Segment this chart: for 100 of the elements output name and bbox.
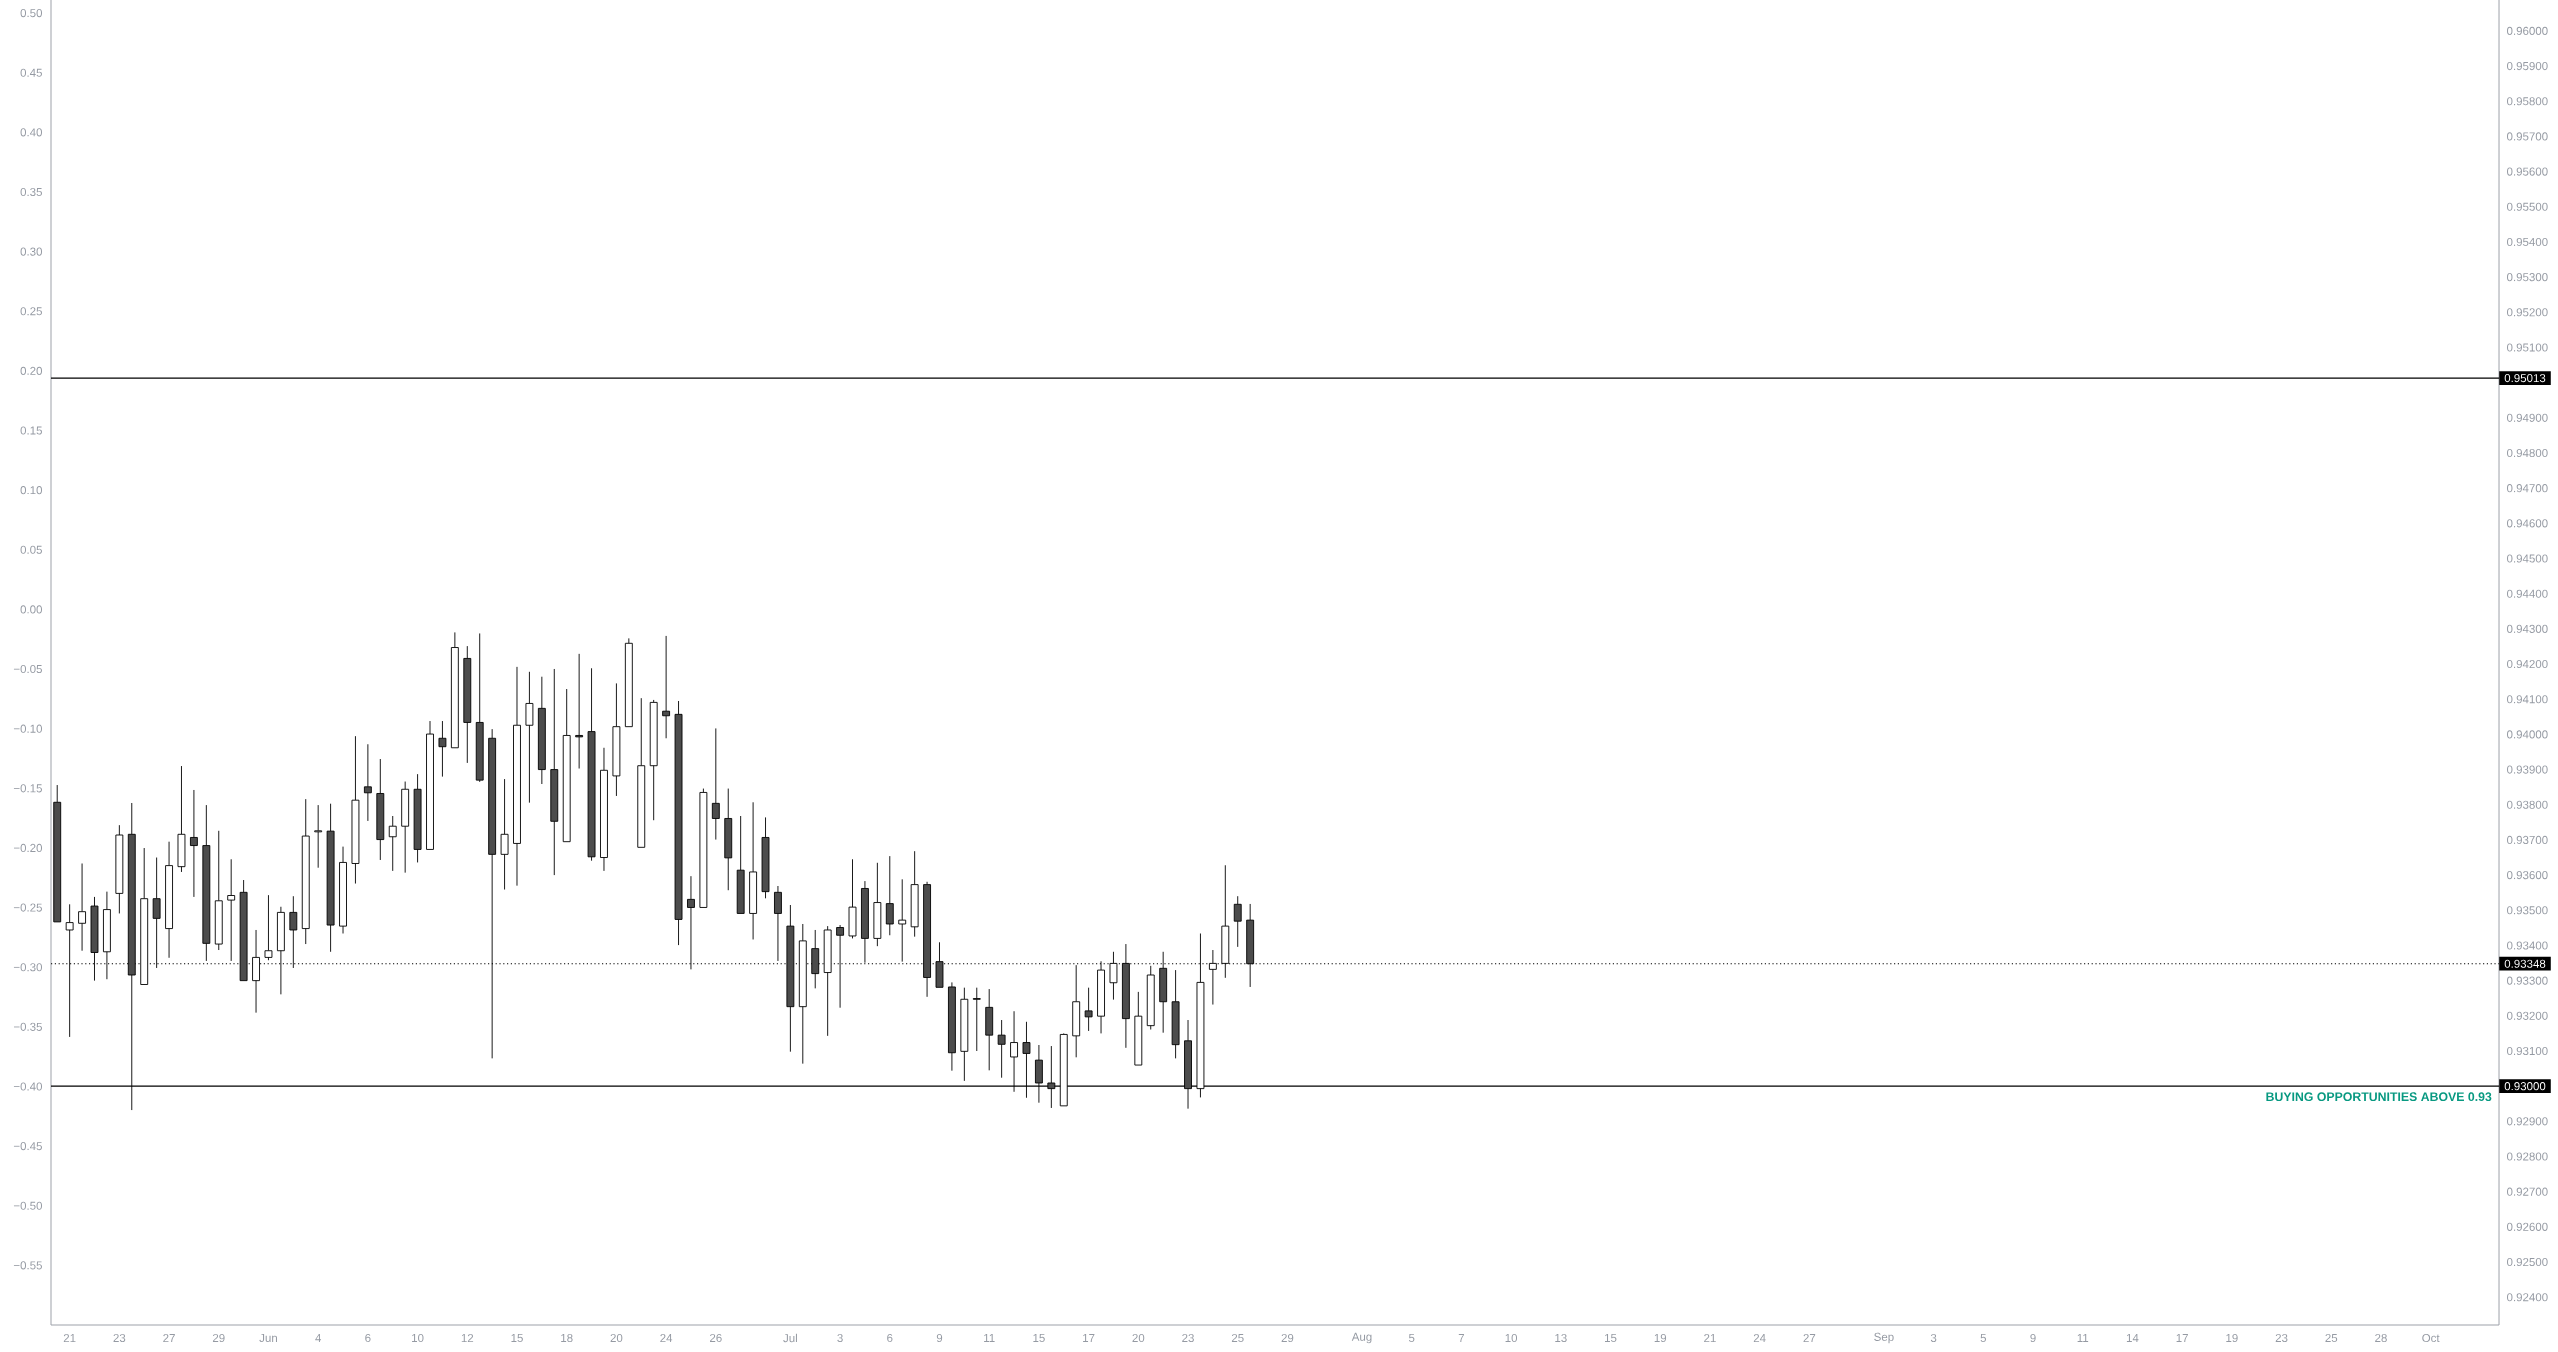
x-tick-label: 9 xyxy=(2030,1333,2036,1343)
y-tick-label: 0.94500 xyxy=(2507,554,2548,563)
candlestick xyxy=(339,846,347,934)
x-tick-label: 27 xyxy=(1803,1333,1816,1343)
y-tick-label: 0.92600 xyxy=(2507,1222,2548,1231)
y-tick-label: 0.94600 xyxy=(2507,519,2548,528)
candlestick xyxy=(711,727,720,841)
candlestick xyxy=(898,878,907,963)
y-tick-label: 0.93500 xyxy=(2507,906,2548,915)
ref-line-label: 0.93000 xyxy=(2504,1082,2546,1091)
candlestick xyxy=(376,758,385,861)
x-tick-label: 3 xyxy=(1930,1333,1937,1343)
candlestick xyxy=(513,666,521,887)
candlestick xyxy=(1146,965,1155,1030)
y2-tick-label: −0.55 xyxy=(13,1261,42,1270)
x-tick-label: Sep xyxy=(1874,1332,1894,1344)
candlestick xyxy=(612,682,621,797)
candlestick xyxy=(202,804,211,962)
candlestick xyxy=(997,1019,1006,1079)
x-tick-label: Aug xyxy=(1351,1332,1372,1344)
candlestick xyxy=(687,875,695,970)
candlestick xyxy=(426,720,434,850)
x-tick-label: 28 xyxy=(2375,1333,2387,1343)
candlestick xyxy=(587,667,596,862)
y-tick-label: 0.95800 xyxy=(2507,97,2548,106)
candlestick xyxy=(972,987,981,1052)
y-tick-label: 0.95400 xyxy=(2507,237,2548,247)
candlestick xyxy=(624,637,633,728)
x-tick-label: 5 xyxy=(1408,1333,1415,1343)
x-tick-label: 26 xyxy=(710,1333,722,1343)
x-tick-label: 15 xyxy=(1033,1333,1045,1343)
annotation: BUYING OPPORTUNITIES ABOVE 0.93 xyxy=(2266,1092,2492,1102)
x-tick-label: 4 xyxy=(315,1334,322,1342)
candlestick xyxy=(1233,895,1242,948)
y-tick-label: 0.92900 xyxy=(2507,1117,2548,1126)
candlestick xyxy=(475,633,484,783)
candlestick xyxy=(264,894,273,961)
x-tick-label: 7 xyxy=(1458,1334,1465,1342)
y-tick-label: 0.95600 xyxy=(2507,167,2548,176)
x-tick-label: 24 xyxy=(1753,1333,1766,1343)
y2-tick-label: 0.45 xyxy=(20,68,42,77)
y2-tick-label: 0.20 xyxy=(20,366,43,375)
candlestick xyxy=(165,841,173,959)
y-tick-label: 0.94100 xyxy=(2507,695,2548,704)
candlestick xyxy=(699,788,708,908)
y2-tick-label: −0.10 xyxy=(13,724,43,733)
candlestick xyxy=(1171,969,1180,1059)
candlestick xyxy=(761,816,770,899)
y2-tick-label: 0.40 xyxy=(20,128,43,137)
x-tick-label: 10 xyxy=(1505,1333,1518,1343)
y-tick-label: 0.93900 xyxy=(2507,765,2548,774)
x-tick-label: 23 xyxy=(2275,1333,2288,1343)
y2-tick-label: −0.50 xyxy=(13,1201,43,1210)
y-tick-label: 0.94800 xyxy=(2507,448,2548,458)
y2-tick-label: −0.05 xyxy=(13,664,42,674)
candlestick xyxy=(600,747,608,872)
y-tick-label: 0.94700 xyxy=(2507,484,2548,493)
y2-tick-label: −0.25 xyxy=(13,903,42,912)
y-tick-label: 0.93100 xyxy=(2507,1046,2548,1056)
x-tick-label: 23 xyxy=(113,1333,126,1343)
y2-tick-label: −0.35 xyxy=(13,1022,42,1031)
y-tick-label: 0.95700 xyxy=(2507,132,2548,141)
candlestick xyxy=(53,784,62,923)
y-tick-label: 0.95200 xyxy=(2507,308,2548,317)
x-tick-label: 10 xyxy=(412,1333,424,1343)
x-tick-label: 17 xyxy=(1083,1334,1095,1342)
y-tick-label: 0.93200 xyxy=(2507,1011,2548,1020)
y-tick-label: 0.95300 xyxy=(2507,273,2548,282)
candlestick xyxy=(848,858,857,939)
candlestick xyxy=(401,781,410,874)
x-tick-label: 11 xyxy=(2077,1334,2089,1342)
x-tick-label: 6 xyxy=(365,1333,371,1343)
candlestick xyxy=(550,668,559,876)
candlestick xyxy=(289,895,298,969)
y2-tick-label: −0.30 xyxy=(13,963,43,972)
candlestick xyxy=(500,778,509,890)
candlestick xyxy=(960,987,969,1082)
x-tick-label: 20 xyxy=(1132,1333,1145,1343)
x-tick-label: 15 xyxy=(1605,1333,1617,1343)
candlestick xyxy=(985,988,994,1071)
y-tick-label: 0.94400 xyxy=(2507,589,2548,598)
candlestick xyxy=(252,929,260,1014)
candlestick xyxy=(1072,964,1081,1058)
y-tick-label: 0.92400 xyxy=(2507,1293,2548,1302)
y2-tick-label: 0.00 xyxy=(20,605,43,614)
y2-tick-label: 0.30 xyxy=(20,247,43,256)
candlestick xyxy=(947,981,956,1072)
candlestick xyxy=(314,804,323,869)
candlestick xyxy=(438,720,447,778)
y-tick-label: 0.94300 xyxy=(2507,624,2548,633)
y2-tick-label: 0.05 xyxy=(20,545,42,554)
x-tick-label: 24 xyxy=(660,1333,673,1343)
x-tick-label: 23 xyxy=(1182,1333,1194,1343)
x-tick-label: Oct xyxy=(2422,1333,2440,1343)
candlestick xyxy=(78,863,86,952)
candlestick xyxy=(885,855,894,936)
candlestick xyxy=(562,688,571,843)
candlestick xyxy=(662,635,671,739)
y-tick-label: 0.96000 xyxy=(2507,26,2548,35)
candlestick xyxy=(214,830,223,951)
